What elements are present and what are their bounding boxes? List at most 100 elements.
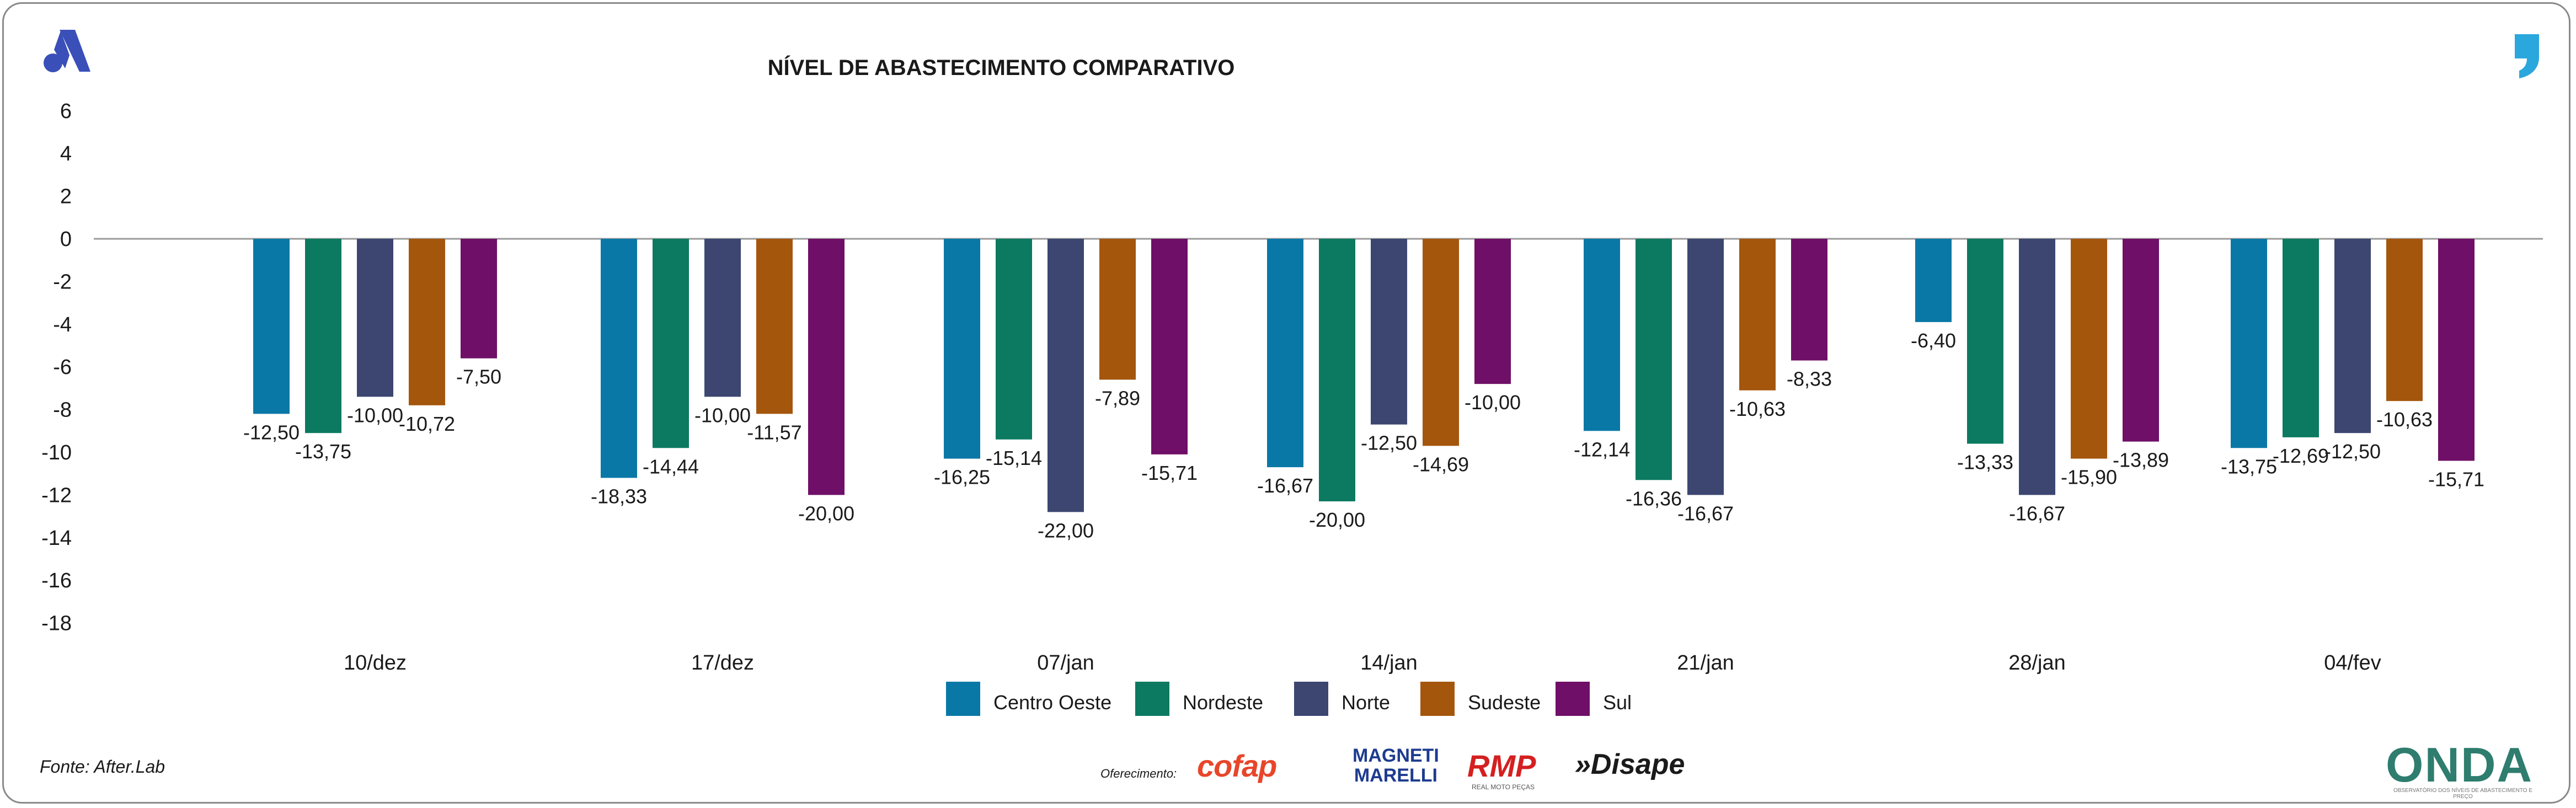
bars-group	[253, 239, 2475, 512]
data-label: -15,71	[2428, 468, 2484, 490]
legend-label: Norte	[1342, 691, 1390, 714]
magneti-line-2: MARELLI	[1354, 765, 1437, 786]
bar-sul	[1474, 239, 1511, 384]
bar-sul	[461, 239, 497, 358]
legend-label: Sudeste	[1468, 691, 1541, 714]
data-label: -10,63	[2376, 408, 2433, 431]
rmp-subtitle: REAL MOTO PEÇAS	[1472, 783, 1535, 791]
y-tick-label: -18	[41, 612, 72, 635]
x-tick-label: 17/dez	[691, 651, 754, 675]
legend-swatch	[1135, 682, 1169, 716]
bar-nordeste	[1636, 239, 1672, 480]
y-tick-label: 0	[60, 228, 72, 251]
bar-norte	[2334, 239, 2371, 434]
data-label: -16,67	[2009, 502, 2065, 525]
x-axis: 10/dez 17/dez 07/jan 14/jan 21/jan 28/jan 04/f…	[344, 651, 2381, 675]
data-label: -10,00	[694, 404, 751, 426]
legend-label: Sul	[1603, 691, 1632, 714]
data-label: -18,33	[591, 485, 647, 507]
bar-sudeste	[1739, 239, 1776, 390]
onda-tagline: OBSERVATÓRIO DOS NÍVEIS DE ABASTECIMENTO…	[2393, 788, 2533, 800]
legend: Centro Oeste Nordeste Norte Sudeste Sul	[946, 682, 1632, 716]
y-tick-label: 6	[60, 100, 72, 123]
y-tick-label: -8	[53, 399, 72, 422]
bar-nordeste	[1967, 239, 2003, 444]
data-label: -15,90	[2061, 466, 2117, 489]
bar-norte	[357, 239, 393, 397]
data-label: -8,33	[1787, 368, 1832, 390]
x-tick-label: 07/jan	[1037, 651, 1094, 675]
data-label: -11,57	[747, 421, 801, 443]
x-tick-label: 28/jan	[2008, 651, 2066, 675]
onda-logo: ONDA	[2386, 737, 2534, 792]
legend-swatch	[1294, 682, 1328, 716]
bar-centro-oeste	[601, 239, 637, 478]
y-tick-label: -10	[41, 441, 72, 464]
bar-sudeste	[1099, 239, 1136, 380]
quote-logo-icon	[2515, 34, 2539, 78]
data-label: -20,00	[798, 502, 854, 525]
bar-nordeste	[2283, 239, 2319, 437]
bar-norte	[704, 239, 741, 397]
data-label: -16,67	[1677, 502, 1734, 525]
y-tick-label: -16	[41, 569, 72, 592]
bar-norte	[1371, 239, 1407, 425]
data-label: -12,14	[1574, 438, 1630, 461]
x-tick-label: 21/jan	[1677, 651, 1734, 675]
data-label: -16,25	[934, 466, 990, 489]
y-axis: 6 4 2 0 -2 -4 -6 -8 -10 -12 -14 -16 -18	[41, 100, 72, 635]
bar-centro-oeste	[1584, 239, 1620, 431]
data-label: -10,00	[347, 404, 403, 426]
data-label: -7,50	[456, 366, 501, 388]
data-label: -13,33	[1957, 451, 2013, 474]
bar-norte	[1047, 239, 1084, 512]
bar-sudeste	[2386, 239, 2423, 402]
bar-sudeste	[756, 239, 793, 414]
bar-sudeste	[2071, 239, 2107, 459]
bar-sudeste	[409, 239, 445, 405]
y-tick-label: -14	[41, 527, 72, 550]
after-lab-logo-icon	[44, 30, 90, 72]
x-tick-label: 04/fev	[2324, 651, 2381, 675]
chart-title: NÍVEL DE ABASTECIMENTO COMPARATIVO	[768, 55, 1235, 80]
data-label: -16,36	[1626, 487, 1682, 510]
data-label: -22,00	[1038, 519, 1094, 542]
y-tick-label: -2	[53, 270, 72, 293]
data-label: -13,75	[295, 440, 351, 463]
bar-sul	[808, 239, 845, 495]
data-label: -12,50	[243, 421, 300, 443]
bar-sul	[2438, 239, 2475, 461]
x-tick-label: 14/jan	[1360, 651, 1418, 675]
bar-norte	[1687, 239, 1724, 495]
legend-swatch	[1420, 682, 1455, 716]
data-label: -10,72	[399, 413, 455, 435]
legend-label: Nordeste	[1183, 691, 1263, 714]
sponsor-label: Oferecimento:	[1100, 767, 1177, 780]
data-label: -10,00	[1465, 391, 1521, 414]
data-label: -16,67	[1257, 474, 1313, 497]
bar-sudeste	[1423, 239, 1459, 446]
bar-nordeste	[996, 239, 1032, 440]
data-label: -10,63	[1729, 398, 1786, 420]
data-label: -13,75	[2221, 455, 2277, 478]
bar-nordeste	[305, 239, 341, 434]
data-label: -15,71	[1141, 462, 1198, 484]
data-label: -14,69	[1413, 453, 1469, 475]
legend-swatch	[1556, 682, 1590, 716]
x-tick-label: 10/dez	[344, 651, 407, 675]
bar-norte	[2019, 239, 2055, 495]
bar-nordeste	[653, 239, 689, 448]
y-tick-label: 2	[60, 185, 72, 208]
data-label: -6,40	[1911, 329, 1956, 352]
data-label: -12,50	[2324, 440, 2381, 463]
rmp-logo: RMP	[1467, 748, 1536, 783]
data-label: -15,14	[986, 447, 1042, 469]
bar-sul	[2123, 239, 2159, 442]
data-label: -7,89	[1095, 387, 1140, 409]
y-tick-label: -6	[53, 356, 72, 379]
y-tick-label: -12	[41, 484, 72, 507]
source-label: Fonte: After.Lab	[40, 757, 165, 777]
data-label: -12,50	[1361, 432, 1417, 454]
cofap-logo: cofap	[1197, 748, 1277, 783]
